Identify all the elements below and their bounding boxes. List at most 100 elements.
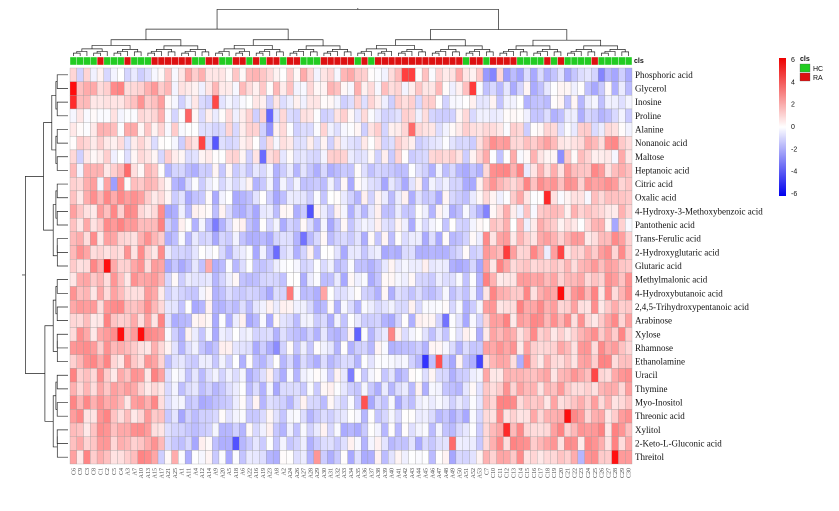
column-label: C30 <box>627 468 633 478</box>
heatmap-cell <box>239 381 247 396</box>
heatmap-cell <box>300 122 308 137</box>
column-label: A49 <box>451 468 457 478</box>
heatmap-cell <box>604 177 612 192</box>
heatmap-cell <box>259 368 267 383</box>
heatmap-cell <box>374 422 382 437</box>
heatmap-cell <box>550 190 558 205</box>
heatmap-cell <box>245 409 253 424</box>
heatmap-cell <box>110 381 118 396</box>
heatmap-cell <box>232 299 240 314</box>
dendrogram-branch <box>429 29 568 41</box>
heatmap-cell <box>272 190 281 205</box>
heatmap-cell <box>428 340 436 355</box>
heatmap-cell <box>151 340 159 355</box>
heatmap-cell <box>394 286 402 301</box>
heatmap-cell <box>252 81 260 96</box>
annotation-cell <box>584 56 592 66</box>
heatmap-cell <box>90 108 98 123</box>
heatmap-cell <box>293 313 301 328</box>
heatmap-cell <box>496 381 504 396</box>
heatmap-cell <box>245 381 253 396</box>
heatmap-cell <box>516 313 524 328</box>
heatmap-cell <box>90 286 98 301</box>
heatmap-cell <box>178 340 186 355</box>
column-label: A14 <box>207 468 213 478</box>
heatmap-cell <box>232 436 240 451</box>
heatmap-cell <box>83 340 91 355</box>
dendrogram-branch <box>117 51 128 56</box>
heatmap-cell <box>347 149 355 164</box>
heatmap-cell <box>96 381 105 396</box>
heatmap-cell <box>306 245 314 260</box>
heatmap-cell <box>320 313 328 328</box>
heatmap-cell <box>198 340 206 355</box>
column-label: A12 <box>200 468 206 478</box>
heatmap-cell <box>496 163 504 178</box>
heatmap-cell <box>218 122 226 137</box>
heatmap-cell <box>476 218 484 233</box>
heatmap-cell <box>313 177 321 192</box>
annotation-cell <box>347 56 355 66</box>
row-label: Glycerol <box>635 84 667 94</box>
heatmap-cell <box>591 313 599 328</box>
heatmap-cell <box>347 190 355 205</box>
heatmap-cell <box>137 218 145 233</box>
heatmap-cell <box>110 245 118 260</box>
heatmap-cell <box>333 204 341 219</box>
heatmap-cell <box>205 368 213 383</box>
heatmap-cell <box>449 450 457 465</box>
heatmap-cell <box>184 299 193 314</box>
heatmap-cell <box>266 218 274 233</box>
heatmap-cell <box>401 450 409 465</box>
heatmap-cell <box>117 422 125 437</box>
heatmap-cell <box>591 245 599 260</box>
heatmap-cell <box>184 340 193 355</box>
heatmap-cell <box>455 218 463 233</box>
heatmap-cell <box>157 272 165 287</box>
heatmap-cell <box>69 108 77 123</box>
heatmap-cell <box>286 409 294 424</box>
heatmap-cell <box>90 422 98 437</box>
heatmap-cell <box>164 67 172 82</box>
heatmap-cell <box>313 381 321 396</box>
heatmap-cell <box>503 245 511 260</box>
heatmap-cell <box>543 163 551 178</box>
heatmap-cell <box>394 231 402 246</box>
heatmap-cell <box>205 409 213 424</box>
heatmap-cell <box>530 313 538 328</box>
heatmap-cell <box>130 136 138 151</box>
heatmap-cell <box>604 368 612 383</box>
heatmap-cell <box>442 136 450 151</box>
heatmap-cell <box>130 272 138 287</box>
heatmap-cell <box>110 450 118 465</box>
heatmap-cell <box>625 395 633 410</box>
heatmap-cell <box>523 218 531 233</box>
heatmap-cell <box>611 67 619 82</box>
heatmap-cell <box>516 81 524 96</box>
heatmap-cell <box>442 436 450 451</box>
heatmap-cell <box>144 340 152 355</box>
annotation-cell <box>178 56 186 66</box>
heatmap-cell <box>543 245 551 260</box>
heatmap-cell <box>151 259 159 273</box>
heatmap-cell <box>293 368 301 383</box>
heatmap-cell <box>570 190 578 205</box>
heatmap-cell <box>557 177 565 192</box>
heatmap-cell <box>361 436 369 451</box>
heatmap-cell <box>212 259 220 273</box>
heatmap-cell <box>218 368 226 383</box>
heatmap-cell <box>476 354 484 369</box>
heatmap-cell <box>489 286 497 301</box>
dendrogram-branch <box>56 374 68 390</box>
heatmap-cell <box>625 177 633 192</box>
heatmap-cell <box>496 122 504 137</box>
heatmap-cell <box>537 190 545 205</box>
heatmap-cell <box>286 327 294 342</box>
row-label: Xylitol <box>635 425 661 435</box>
heatmap-cell <box>164 313 172 328</box>
heatmap-cell <box>76 108 84 123</box>
heatmap-cell <box>381 177 389 192</box>
annotation-cell <box>570 56 579 66</box>
heatmap-cell <box>537 108 545 123</box>
heatmap-cell <box>124 272 132 287</box>
